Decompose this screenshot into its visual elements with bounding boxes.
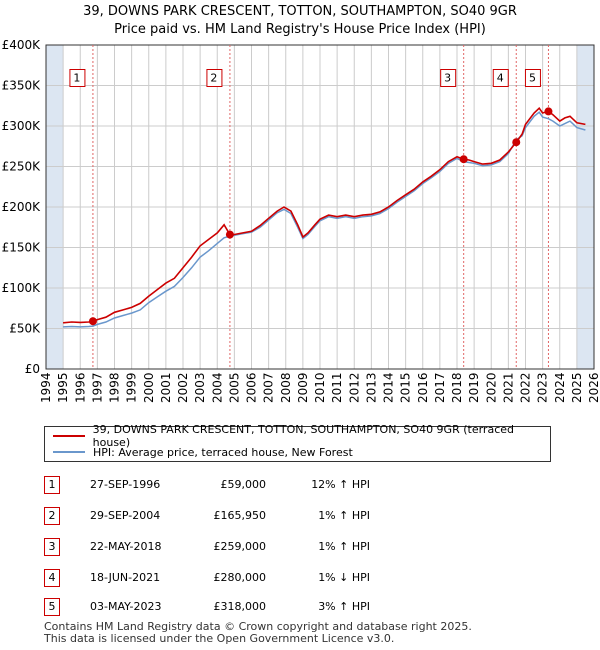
x-tick-label: 2010 [313, 372, 327, 403]
sale-point [225, 230, 234, 239]
sale-row: 4 18-JUN-2021 £280,000 1% ↓ HPI [0, 569, 600, 589]
x-tick-label: 2017 [433, 372, 447, 403]
y-tick-label: £100K [2, 281, 42, 295]
sale-date: 18-JUN-2021 [90, 571, 161, 584]
y-tick-label: £400K [2, 38, 42, 52]
sale-point [88, 317, 97, 326]
sale-row: 1 27-SEP-1996 £59,000 12% ↑ HPI [0, 476, 600, 496]
sale-number-badge: 2 [44, 507, 60, 525]
sale-hpi-diff: 1% ↑ HPI [318, 540, 370, 553]
sale-number-box [524, 69, 541, 87]
x-tick-label: 1996 [73, 372, 87, 403]
x-tick-label: 2013 [364, 372, 378, 403]
x-tick-label: 2002 [176, 372, 190, 403]
sale-hpi-diff: 3% ↑ HPI [318, 600, 370, 613]
x-tick-label: 2019 [467, 372, 481, 403]
x-tick-label: 2022 [519, 372, 533, 403]
sale-number-label: 4 [497, 72, 504, 85]
x-tick-label: 2009 [296, 372, 310, 403]
chart-legend: 39, DOWNS PARK CRESCENT, TOTTON, SOUTHAM… [44, 423, 551, 462]
x-tick-label: 2026 [587, 372, 600, 403]
sale-price: £165,950 [213, 509, 267, 522]
x-tick-label: 2023 [536, 372, 550, 403]
sale-price: £59,000 [220, 478, 267, 491]
sale-point [459, 155, 468, 164]
sale-number-badge: 3 [44, 538, 60, 556]
sale-number-label: 1 [73, 72, 80, 85]
sale-price: £318,000 [213, 600, 267, 613]
legend-swatch-hpi [53, 451, 85, 453]
sale-number-label: 3 [444, 72, 451, 85]
sale-date: 22-MAY-2018 [90, 540, 162, 553]
x-tick-label: 2005 [227, 372, 241, 403]
x-tick-label: 1998 [108, 372, 122, 403]
x-tick-label: 2000 [142, 372, 156, 403]
footer-copyright: Contains HM Land Registry data © Crown c… [44, 620, 472, 633]
x-tick-label: 2008 [279, 372, 293, 403]
y-tick-label: £350K [2, 79, 42, 93]
sale-number-badge: 5 [44, 598, 60, 616]
y-tick-label: £200K [2, 200, 42, 214]
sale-date: 27-SEP-1996 [90, 478, 161, 491]
sale-hpi-diff: 12% ↑ HPI [311, 478, 370, 491]
x-tick-label: 2006 [245, 372, 259, 403]
sale-point [544, 107, 553, 116]
x-tick-label: 1997 [90, 372, 104, 403]
sale-row: 3 22-MAY-2018 £259,000 1% ↑ HPI [0, 538, 600, 558]
x-tick-label: 2011 [330, 372, 344, 403]
sale-hpi-diff: 1% ↑ HPI [318, 509, 370, 522]
sale-number-label: 2 [210, 72, 217, 85]
x-tick-label: 2003 [193, 372, 207, 403]
sale-number-box [206, 69, 223, 87]
sale-row: 5 03-MAY-2023 £318,000 3% ↑ HPI [0, 598, 600, 618]
x-tick-label: 2016 [416, 372, 430, 403]
sale-date: 03-MAY-2023 [90, 600, 162, 613]
x-tick-label: 1999 [125, 372, 139, 403]
y-tick-label: £150K [2, 241, 42, 255]
legend-label-property: 39, DOWNS PARK CRESCENT, TOTTON, SOUTHAM… [92, 423, 514, 449]
x-tick-label: 2020 [484, 372, 498, 403]
sale-row: 2 29-SEP-2004 £165,950 1% ↑ HPI [0, 507, 600, 527]
chart-title: 39, DOWNS PARK CRESCENT, TOTTON, SOUTHAM… [83, 4, 517, 19]
y-tick-label: £0 [25, 362, 40, 376]
hpi-series-line [63, 111, 586, 328]
sale-date: 29-SEP-2004 [90, 509, 161, 522]
y-tick-label: £250K [2, 160, 42, 174]
sale-number-badge: 1 [44, 476, 60, 494]
legend-label-hpi: HPI: Average price, terraced house, New … [93, 445, 353, 459]
legend-swatch-property [53, 435, 85, 437]
footer-licence: This data is licensed under the Open Gov… [44, 632, 395, 645]
property-series-line [63, 106, 586, 324]
sale-number-badge: 4 [44, 569, 60, 587]
x-tick-label: 2021 [501, 372, 515, 403]
sale-number-box [492, 69, 509, 87]
x-tick-label: 2025 [570, 372, 584, 403]
sale-price: £259,000 [213, 540, 267, 553]
x-tick-label: 2001 [159, 372, 173, 403]
legend-item-property: 39, DOWNS PARK CRESCENT, TOTTON, SOUTHAM… [53, 423, 550, 449]
sale-number-box [440, 69, 457, 87]
x-tick-label: 2015 [399, 372, 413, 403]
y-tick-label: £300K [2, 119, 42, 133]
sale-price: £280,000 [213, 571, 267, 584]
plot-frame [45, 44, 595, 370]
sale-hpi-diff: 1% ↓ HPI [318, 571, 370, 584]
chart-subtitle: Price paid vs. HM Land Registry's House … [114, 22, 486, 37]
legend-item-hpi: HPI: Average price, terraced house, New … [53, 445, 353, 459]
x-tick-label: 2018 [450, 372, 464, 403]
sale-point [512, 138, 521, 147]
x-tick-label: 2014 [382, 372, 396, 403]
x-tick-label: 2007 [262, 372, 276, 403]
sale-number-box [69, 69, 86, 87]
x-tick-label: 1994 [39, 372, 53, 403]
x-tick-label: 2004 [210, 372, 224, 403]
x-tick-label: 2012 [347, 372, 361, 403]
x-tick-label: 1995 [56, 372, 70, 403]
x-tick-label: 2024 [553, 372, 567, 403]
price-chart: £0 £50K £100K £150K £200K £250K £300K £350K £400… [2, 38, 600, 403]
y-tick-label: £50K [9, 322, 41, 336]
sale-number-label: 5 [529, 72, 536, 85]
